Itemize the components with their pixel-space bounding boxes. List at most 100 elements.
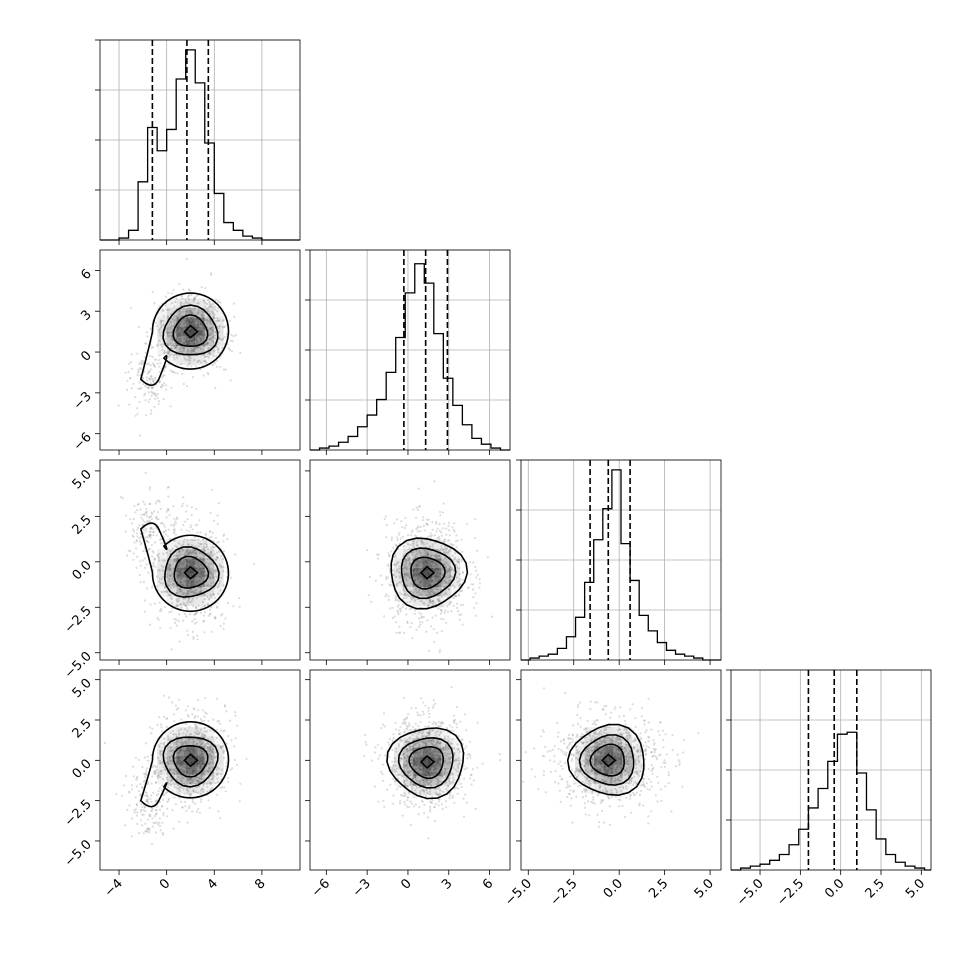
scatter-point	[174, 544, 177, 547]
scatter-point	[435, 555, 438, 559]
scatter-point	[434, 554, 437, 557]
scatter-point	[191, 810, 194, 813]
scatter-point	[363, 754, 366, 758]
density-cell	[393, 766, 404, 777]
scatter-point	[211, 306, 214, 309]
scatter-point	[170, 610, 173, 613]
scatter-point	[214, 386, 217, 390]
scatter-point	[475, 602, 478, 605]
scatter-point	[211, 322, 214, 325]
scatter-point	[396, 605, 399, 608]
density-cell	[195, 586, 205, 597]
scatter-point	[143, 610, 146, 613]
scatter-point	[238, 800, 241, 803]
scatter-point	[414, 587, 417, 590]
scatter-point	[455, 566, 459, 569]
density-cell	[195, 345, 205, 356]
scatter-point	[442, 550, 446, 554]
scatter-point	[435, 548, 438, 551]
scatter-point	[192, 350, 195, 353]
scatter-point	[210, 303, 213, 306]
scatter-point	[219, 565, 222, 568]
scatter-point	[225, 576, 229, 579]
scatter-point	[395, 576, 398, 579]
scatter-point	[167, 352, 170, 355]
scatter-point	[173, 559, 176, 562]
scatter-point	[196, 360, 199, 364]
scatter-point	[374, 746, 377, 749]
scatter-point	[442, 580, 445, 583]
scatter-point	[216, 316, 219, 320]
scatter-point	[200, 543, 203, 546]
scatter-point	[160, 324, 163, 327]
scatter-point	[429, 535, 432, 538]
scatter-point	[447, 524, 450, 527]
scatter-point	[137, 758, 140, 762]
scatter-point	[139, 368, 142, 371]
scatter-point	[144, 810, 147, 813]
scatter-point	[124, 530, 127, 533]
density-cell	[185, 548, 196, 559]
scatter-point	[186, 309, 189, 312]
scatter-point	[162, 542, 165, 545]
scatter-point	[177, 565, 180, 568]
scatter-point	[187, 597, 190, 600]
scatter-point	[391, 760, 394, 763]
scatter-point	[364, 741, 367, 744]
scatter-point	[418, 625, 421, 629]
scatter-point	[192, 605, 195, 608]
density-cell	[166, 539, 177, 549]
scatter-point	[157, 403, 160, 406]
scatter-point	[162, 833, 165, 836]
scatter-point	[148, 547, 151, 551]
scatter-point	[416, 530, 419, 533]
scatter-point	[195, 810, 198, 813]
scatter-point	[383, 615, 386, 618]
scatter-point	[175, 516, 179, 519]
scatter-point	[174, 605, 177, 608]
scatter-point	[397, 561, 400, 564]
scatter-point	[173, 346, 176, 349]
scatter-point	[169, 342, 172, 345]
scatter-point	[434, 554, 437, 557]
density-cell	[157, 774, 167, 785]
scatter-point	[211, 336, 214, 339]
scatter-point	[193, 549, 196, 552]
scatter-point	[239, 351, 242, 354]
scatter-point	[435, 555, 438, 558]
scatter-point	[414, 722, 417, 725]
density-cell	[157, 558, 167, 568]
scatter-point	[397, 785, 400, 788]
scatter-point	[175, 297, 178, 300]
scatter-point	[156, 553, 159, 557]
scatter-point	[198, 551, 202, 555]
scatter-point	[156, 518, 159, 521]
scatter-point	[214, 337, 217, 340]
scatter-point	[211, 573, 214, 576]
scatter-point	[180, 562, 183, 565]
scatter-point	[187, 592, 190, 595]
scatter-point	[202, 620, 205, 623]
scatter-point	[139, 782, 142, 786]
scatter-point	[584, 813, 587, 816]
scatter-point	[385, 523, 388, 527]
scatter-point	[203, 359, 206, 362]
scatter-point	[395, 584, 398, 587]
scatter-point	[179, 347, 182, 350]
scatter-point	[187, 288, 190, 291]
scatter-point	[597, 825, 601, 828]
scatter-point	[145, 767, 149, 770]
scatter-point	[138, 573, 142, 577]
scatter-point	[162, 694, 166, 697]
scatter-point	[160, 542, 163, 545]
scatter-point	[184, 605, 187, 608]
scatter-point	[199, 323, 202, 326]
scatter-point	[427, 709, 430, 712]
scatter-point	[161, 805, 164, 808]
scatter-point	[167, 696, 170, 699]
scatter-point	[130, 835, 133, 838]
scatter-point	[152, 362, 155, 365]
scatter-point	[139, 508, 142, 511]
scatter-point	[411, 584, 414, 587]
scatter-point	[215, 359, 218, 362]
